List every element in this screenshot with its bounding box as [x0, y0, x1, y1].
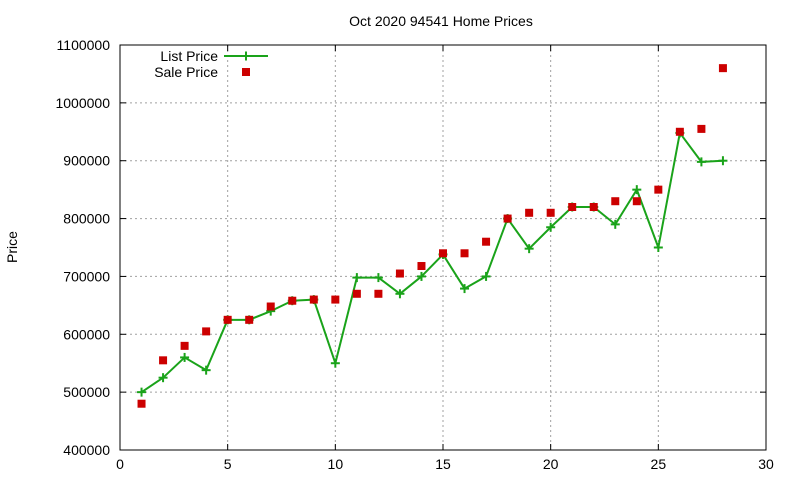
- data-point-sale-price: [137, 399, 146, 408]
- data-point-sale-price: [568, 203, 577, 211]
- x-tick-label: 0: [116, 456, 124, 472]
- data-point-sale-price: [159, 356, 168, 365]
- x-tick-label: 5: [224, 456, 232, 472]
- data-point-sale-price: [352, 289, 361, 298]
- x-tick-label: 30: [758, 456, 774, 472]
- data-point-sale-price: [675, 127, 684, 136]
- y-tick-label: 900000: [63, 153, 110, 169]
- x-tick-label: 15: [435, 456, 451, 472]
- data-point-sale-price: [654, 185, 663, 194]
- data-point-sale-price: [611, 197, 620, 206]
- legend-swatch-marker: [241, 51, 251, 61]
- grid-lines: [120, 45, 766, 450]
- y-tick-label: 700000: [63, 268, 110, 284]
- data-point-list-price: [158, 373, 168, 383]
- data-point-list-price: [632, 185, 642, 195]
- data-point-sale-price: [632, 197, 641, 206]
- data-point-sale-price: [482, 237, 491, 246]
- data-point-sale-price: [288, 296, 297, 305]
- data-point-sale-price: [718, 64, 727, 73]
- data-point-sale-price: [309, 295, 318, 304]
- series-sale-price: [137, 64, 727, 408]
- data-point-sale-price: [546, 208, 555, 217]
- data-point-list-price: [137, 387, 147, 397]
- x-tick-label: 20: [543, 456, 559, 472]
- data-point-list-price: [352, 273, 362, 283]
- data-point-sale-price: [266, 302, 275, 311]
- y-axis-label: Price: [4, 231, 20, 263]
- series-layer: [137, 64, 728, 408]
- y-tick-label: 1100000: [57, 37, 111, 53]
- data-point-sale-price: [439, 249, 447, 258]
- data-point-list-price: [653, 243, 663, 252]
- data-point-sale-price: [223, 315, 232, 324]
- x-tick-label: 10: [328, 456, 344, 472]
- data-point-list-price: [696, 157, 706, 167]
- legend-entry-list-price: List Price: [160, 48, 268, 64]
- legend-label: Sale Price: [154, 64, 218, 80]
- data-point-list-price: [180, 352, 190, 362]
- data-point-sale-price: [395, 269, 404, 278]
- y-tick-label: 400000: [63, 442, 110, 458]
- y-tick-label: 1000000: [55, 95, 110, 111]
- data-point-sale-price: [697, 124, 706, 133]
- x-tick-label: 25: [651, 456, 667, 472]
- legend-swatch-marker: [242, 68, 250, 76]
- data-point-sale-price: [245, 315, 254, 324]
- legend-label: List Price: [160, 48, 218, 64]
- legend-entry-sale-price: Sale Price: [154, 64, 250, 80]
- data-point-list-price: [330, 358, 340, 368]
- y-tick-label: 600000: [63, 326, 110, 342]
- data-point-list-price: [481, 271, 491, 281]
- data-point-sale-price: [417, 262, 426, 271]
- data-point-sale-price: [589, 203, 598, 211]
- data-point-list-price: [460, 284, 470, 294]
- data-point-list-price: [610, 219, 620, 229]
- axes: 0 5 10 15 20 25 30 400000 500000 600000 700000 8000…: [55, 37, 774, 472]
- data-point-sale-price: [202, 327, 211, 336]
- y-tick-label: 800000: [63, 211, 110, 227]
- series-line-list-price: [140, 131, 723, 393]
- y-tick-label: 500000: [63, 384, 110, 400]
- data-point-list-price: [546, 222, 556, 232]
- data-point-sale-price: [180, 341, 189, 350]
- data-point-sale-price: [331, 295, 340, 304]
- data-point-sale-price: [503, 214, 512, 223]
- data-point-sale-price: [525, 208, 534, 217]
- chart-title: Oct 2020 94541 Home Prices: [349, 13, 533, 29]
- data-point-sale-price: [460, 249, 469, 258]
- series-list-price: [137, 128, 728, 397]
- data-point-list-price: [718, 156, 728, 166]
- data-point-list-price: [373, 273, 383, 283]
- data-point-list-price: [395, 289, 405, 299]
- data-point-list-price: [524, 244, 534, 254]
- data-point-list-price: [201, 365, 211, 375]
- data-point-sale-price: [374, 289, 383, 298]
- data-point-list-price: [416, 271, 426, 281]
